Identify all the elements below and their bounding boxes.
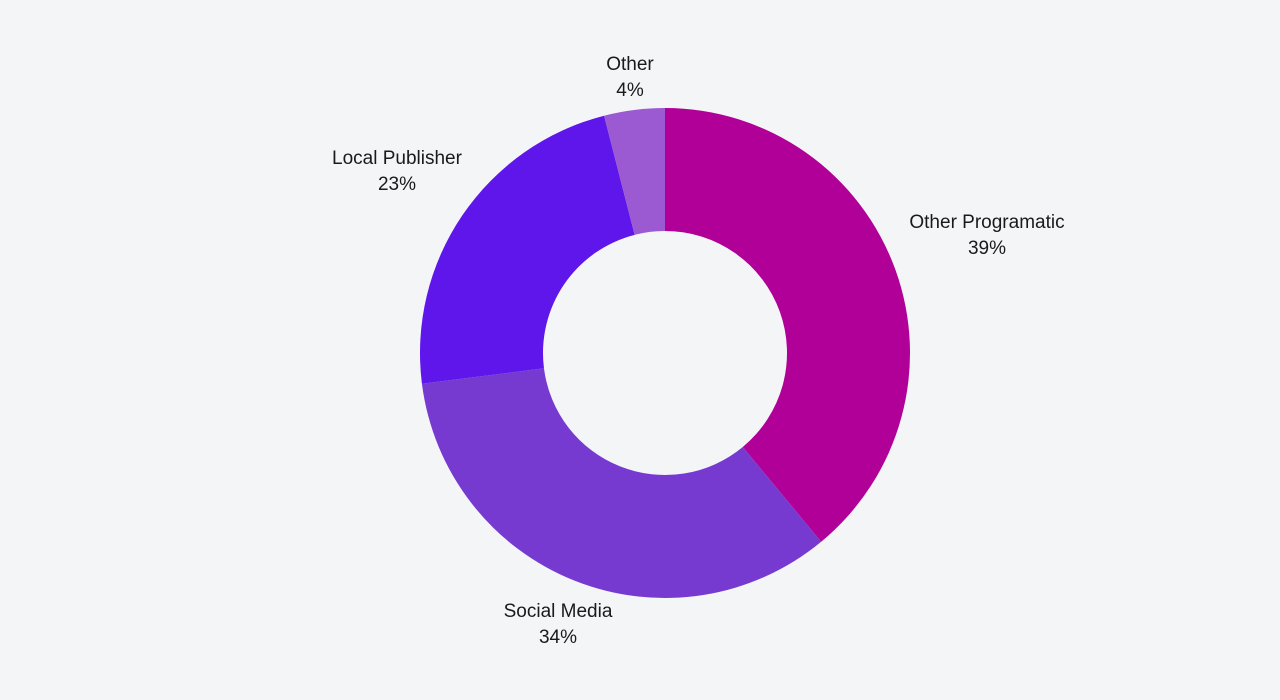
slice-label-social-media: Social Media xyxy=(504,601,613,622)
slice-percent-other: 4% xyxy=(616,80,644,101)
slice-other[interactable] xyxy=(604,108,665,235)
slice-local-publisher[interactable] xyxy=(419,115,635,384)
slice-other-programatic[interactable] xyxy=(665,108,910,542)
slice-label-local-publisher: Local Publisher xyxy=(332,148,463,169)
slice-label-other: Other xyxy=(606,54,654,75)
slice-label-other-programatic: Other Programatic xyxy=(909,212,1064,233)
slice-percent-local-publisher: 23% xyxy=(378,174,416,195)
slice-percent-other-programatic: 39% xyxy=(968,238,1006,259)
slice-percent-social-media: 34% xyxy=(539,627,577,648)
slice-social-media[interactable] xyxy=(421,368,822,598)
